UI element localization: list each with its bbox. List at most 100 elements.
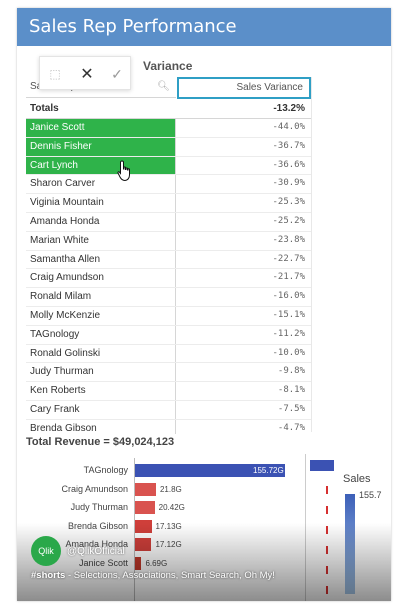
variance-cell: -30.9%: [272, 178, 305, 189]
sales-rep-cell[interactable]: TAGnology: [26, 325, 176, 344]
table-body: Janice Scott -44.0% Dennis Fisher -36.7% Car…: [26, 119, 311, 434]
bar-value-label: 20.42G: [158, 503, 185, 512]
table-row[interactable]: Samantha Allen -22.7%: [26, 250, 311, 270]
channel-name[interactable]: @QlikOfficial: [67, 546, 125, 557]
legend-gradient: [345, 494, 355, 594]
bar[interactable]: [135, 538, 152, 551]
selection-toolbar: ⬚ ✕ ✓: [39, 56, 131, 90]
revenue-title: Total Revenue = $49,024,123: [26, 436, 175, 448]
sales-rep-cell[interactable]: Ronald Milam: [26, 288, 176, 306]
sales-rep-cell[interactable]: Samantha Allen: [26, 250, 176, 269]
table-row[interactable]: Brenda Gibson -4.7%: [26, 419, 311, 434]
variance-cell: -16.0%: [272, 291, 305, 302]
sheet-title: Sales Rep Performance: [29, 16, 237, 37]
reference-dash: [326, 586, 328, 594]
bar-value-label: 17.13G: [156, 522, 182, 531]
bar-category-label: Judy Thurman: [70, 502, 128, 512]
table-title: Variance: [143, 59, 193, 73]
variance-cell: -23.8%: [272, 234, 305, 245]
variance-cell: -7.5%: [277, 403, 305, 414]
variance-cell: -25.3%: [272, 197, 305, 208]
sales-rep-cell[interactable]: Cart Lynch: [26, 156, 176, 175]
bar-value-label: 17.12G: [155, 540, 181, 549]
sales-rep-cell[interactable]: Ken Roberts: [26, 382, 176, 400]
table-row[interactable]: Molly McKenzie -15.1%: [26, 306, 311, 326]
app-frame: Sales Rep Performance ⬚ ✕ ✓ Variance Sal…: [17, 8, 391, 601]
variance-cell: -8.1%: [277, 385, 305, 396]
table-row[interactable]: Judy Thurman -9.8%: [26, 363, 311, 383]
reference-dash: [326, 546, 328, 554]
chart-axis: [134, 458, 135, 601]
totals-row: Totals -13.2%: [26, 99, 311, 119]
bar-category-label: TAGnology: [83, 465, 128, 475]
bar[interactable]: [135, 519, 152, 533]
table-row[interactable]: Ronald Golinski -10.0%: [26, 344, 311, 364]
totals-label: Totals: [30, 103, 59, 114]
bar[interactable]: [135, 501, 155, 514]
column-header-sales-variance[interactable]: Sales Variance: [177, 77, 311, 99]
sales-rep-cell[interactable]: Brenda Gibson: [26, 419, 176, 434]
table-row[interactable]: Cart Lynch -36.6%: [26, 156, 311, 176]
table-row[interactable]: Craig Amundson -21.7%: [26, 269, 311, 289]
variance-cell: -44.0%: [272, 122, 305, 132]
table-row[interactable]: Janice Scott -44.0%: [26, 119, 311, 138]
revenue-bar-chart: TAGnology 155.72G Craig Amundson 21.8G Judy …: [26, 454, 296, 601]
sales-rep-cell[interactable]: Dennis Fisher: [26, 137, 176, 156]
bar-category-label: Janice Scott: [26, 558, 128, 568]
sales-rep-cell[interactable]: Amanda Honda: [26, 212, 176, 231]
hand-cursor-icon: [117, 160, 130, 182]
channel-avatar[interactable]: Qlik: [31, 536, 61, 566]
column-divider: [311, 77, 312, 432]
variance-cell: -10.0%: [272, 347, 305, 358]
totals-value: -13.2%: [273, 103, 305, 114]
sales-rep-cell[interactable]: Ronald Golinski: [26, 344, 176, 363]
sheet-header: Sales Rep Performance: [17, 8, 391, 46]
bar-category-label: Amanda Honda: [26, 539, 128, 549]
table-row[interactable]: Viginia Mountain -25.3%: [26, 194, 311, 213]
bar-category-label: Brenda Gibson: [26, 521, 128, 531]
variance-cell: -9.8%: [277, 366, 305, 377]
mini-bar: [310, 460, 334, 471]
bar-value-label: 155.72G: [253, 466, 284, 475]
reference-dash: [326, 526, 328, 534]
table-row[interactable]: Ken Roberts -8.1%: [26, 382, 311, 401]
table-row[interactable]: Ronald Milam -16.0%: [26, 288, 311, 307]
sales-rep-cell[interactable]: Craig Amundson: [26, 269, 176, 288]
bar-value-label: 21.8G: [159, 484, 182, 494]
variance-cell: -22.7%: [272, 253, 305, 264]
search-icon[interactable]: 🔍︎: [157, 81, 170, 92]
table-row[interactable]: TAGnology -11.2%: [26, 325, 311, 345]
variance-cell: -36.7%: [272, 140, 305, 151]
variance-cell: -25.2%: [272, 215, 305, 226]
bar[interactable]: [135, 482, 156, 496]
bar-category-label: Craig Amundson: [61, 483, 128, 494]
sales-rep-cell[interactable]: Molly McKenzie: [26, 306, 176, 325]
reference-dash: [326, 486, 328, 494]
table-row[interactable]: Sharon Carver -30.9%: [26, 175, 311, 195]
bar[interactable]: [135, 464, 285, 477]
table-row[interactable]: Amanda Honda -25.2%: [26, 212, 311, 232]
hashtag-link[interactable]: #shorts: [31, 570, 66, 581]
cancel-selection-button[interactable]: ✕: [80, 66, 94, 83]
video-overlay: [17, 523, 391, 601]
video-caption: #shorts - Selections, Associations, Smar…: [31, 570, 381, 581]
variance-cell: -11.2%: [272, 328, 305, 339]
table-row[interactable]: Marian White -23.8%: [26, 231, 311, 251]
sales-rep-cell[interactable]: Marian White: [26, 231, 176, 250]
sales-rep-cell[interactable]: Cary Frank: [26, 400, 176, 419]
table-row[interactable]: Dennis Fisher -36.7%: [26, 137, 311, 157]
table-row[interactable]: Cary Frank -7.5%: [26, 400, 311, 420]
caption-text: - Selections, Associations, Smart Search…: [65, 570, 275, 581]
mini-bar-chart: [305, 454, 339, 601]
reference-dash: [326, 506, 328, 514]
lasso-icon[interactable]: ⬚: [49, 67, 61, 81]
bar[interactable]: [135, 556, 142, 570]
sales-rep-cell[interactable]: Janice Scott: [26, 119, 176, 137]
sales-rep-cell[interactable]: Viginia Mountain: [26, 194, 176, 212]
legend-title: Sales: [343, 473, 371, 485]
sales-rep-cell[interactable]: Sharon Carver: [26, 175, 176, 194]
sales-rep-cell[interactable]: Judy Thurman: [26, 363, 176, 382]
confirm-selection-button[interactable]: ✓: [111, 65, 123, 82]
legend-max-label: 155.7: [359, 490, 382, 500]
variance-cell: -36.6%: [272, 159, 305, 170]
